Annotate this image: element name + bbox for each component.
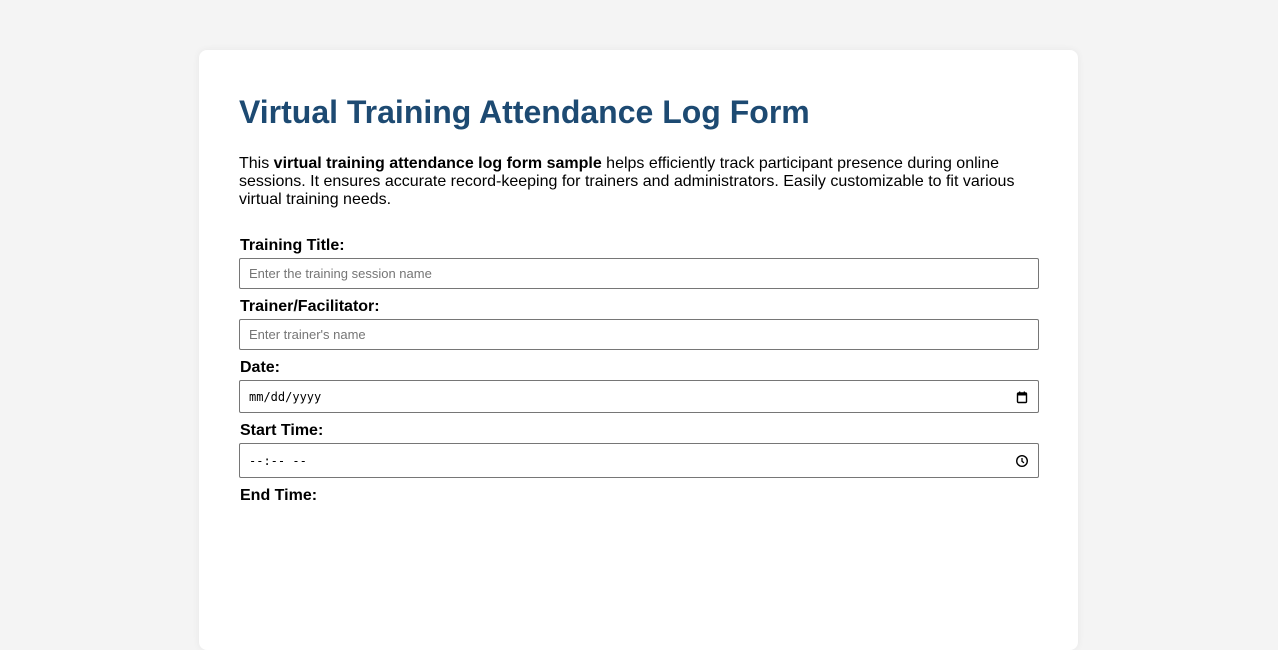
training-title-input[interactable] [239,258,1039,289]
end-time-label: End Time: [240,487,318,504]
page-title: Virtual Training Attendance Log Form [239,94,810,130]
date-input[interactable]: mm/dd/yyyy [239,380,1039,413]
trainer-field: Trainer/Facilitator: [239,298,1039,350]
start-time-input[interactable]: --:-- -- [239,443,1039,478]
date-placeholder: mm/dd/yyyy [249,389,322,404]
form-card: Virtual Training Attendance Log Form Thi… [199,50,1078,650]
trainer-input[interactable] [239,319,1039,350]
start-time-field: Start Time: --:-- -- [239,422,1039,478]
intro-prefix: This [239,155,274,172]
date-field: Date: mm/dd/yyyy [239,359,1039,413]
trainer-label: Trainer/Facilitator: [240,298,380,315]
date-label: Date: [240,359,281,376]
training-title-field: Training Title: [239,237,1039,289]
start-time-placeholder: --:-- -- [249,453,307,468]
clock-icon[interactable] [1015,454,1029,468]
calendar-icon[interactable] [1015,390,1029,404]
intro-text: This virtual training attendance log for… [239,155,1039,209]
training-title-label: Training Title: [240,237,345,254]
end-time-field: End Time: [239,487,1039,505]
intro-suffix: helps efficiently track participant pres… [239,155,1015,208]
intro-bold: virtual training attendance log form sam… [273,155,602,172]
start-time-label: Start Time: [240,422,324,439]
